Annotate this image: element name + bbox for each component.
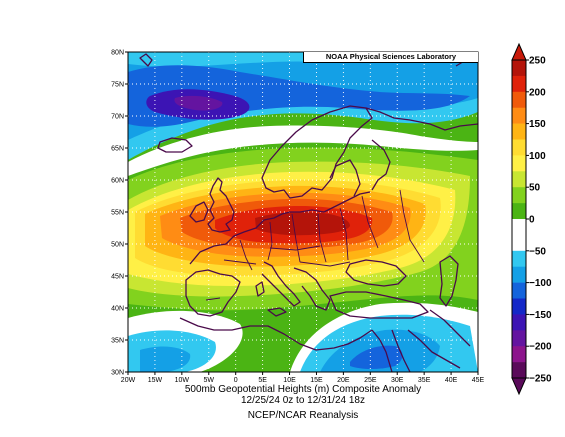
- colorbar-swatch: [512, 298, 526, 315]
- colorbar-swatch: [512, 266, 526, 283]
- colorbar: 250 200 150 100 50 0 −50 −100 −150 −200 −250: [511, 42, 552, 396]
- colorbar-label: −100: [529, 278, 552, 289]
- lon-tick-label: 10W: [175, 377, 190, 384]
- colorbar-swatch: [512, 75, 526, 93]
- colorbar-swatch: [512, 187, 526, 204]
- lon-tick-label: 35E: [418, 377, 431, 384]
- colorbar-swatch: [512, 346, 526, 363]
- colorbar-swatch: [512, 155, 526, 172]
- colorbar-swatch: [512, 107, 526, 124]
- credit-label: NOAA Physical Sciences Laboratory: [303, 52, 478, 63]
- colorbar-swatch: [512, 282, 526, 299]
- colorbar-swatch: [512, 91, 526, 108]
- lat-tick-label: 45N: [111, 274, 124, 281]
- colorbar-label: 100: [529, 151, 546, 162]
- lat-tick-label: 60N: [111, 178, 124, 185]
- colorbar-label: 250: [529, 56, 546, 67]
- colorbar-label: −250: [529, 374, 552, 385]
- lon-tick-label: 40E: [445, 377, 458, 384]
- colorbar-swatch: [512, 219, 526, 236]
- lon-tick-label: 5E: [258, 377, 267, 384]
- lon-tick-label: 30E: [391, 377, 404, 384]
- colorbar-label: −200: [529, 342, 552, 353]
- colorbar-label: −50: [529, 246, 546, 257]
- colorbar-swatch: [512, 250, 526, 267]
- caption-line-2: 12/25/24 0z to 12/31/24 18z: [241, 395, 365, 406]
- colorbar-label: 0: [529, 215, 535, 226]
- colorbar-swatch: [512, 171, 526, 188]
- colorbar-swatch: [512, 139, 526, 156]
- colorbar-label: −150: [529, 310, 552, 321]
- colorbar-label: 50: [529, 183, 541, 194]
- lon-tick-label: 15W: [148, 377, 163, 384]
- colorbar-swatch: [512, 234, 526, 252]
- lat-tick-label: 50N: [111, 242, 124, 249]
- lon-tick-label: 5W: [204, 377, 215, 384]
- lat-tick-label: 70N: [111, 114, 124, 121]
- lon-tick-label: 0: [234, 377, 238, 384]
- colorbar-max-arrow: [511, 42, 527, 61]
- lat-tick-label: 80N: [111, 50, 124, 57]
- anomaly-field: [128, 52, 478, 372]
- caption-line-3: NCEP/NCAR Reanalysis: [247, 410, 359, 421]
- colorbar-swatch: [512, 362, 526, 379]
- colorbar-swatch: [512, 123, 526, 140]
- lon-tick-label: 20W: [121, 377, 136, 384]
- colorbar-swatch: [512, 60, 526, 77]
- colorbar-swatch: [512, 203, 526, 220]
- colorbar-label: 200: [529, 87, 546, 98]
- lon-tick-label: 45E: [472, 377, 485, 384]
- lat-tick-label: 55N: [111, 210, 124, 217]
- lon-tick-label: 20E: [337, 377, 350, 384]
- colorbar-swatch: [512, 330, 526, 347]
- lat-tick-label: 65N: [111, 146, 124, 153]
- lon-tick-label: 25E: [364, 377, 377, 384]
- lon-tick-label: 15E: [310, 377, 323, 384]
- colorbar-min-arrow: [511, 377, 527, 396]
- coastlines: [139, 53, 478, 372]
- lat-tick-label: 40N: [111, 306, 124, 313]
- lat-tick-label: 35N: [111, 338, 124, 345]
- colorbar-label: 150: [529, 119, 546, 130]
- lat-tick-label: 75N: [111, 82, 124, 89]
- caption-line-1: 500mb Geopotential Heights (m) Composite…: [184, 384, 422, 395]
- colorbar-swatch: [512, 314, 526, 331]
- lat-tick-label: 30N: [111, 370, 124, 377]
- lon-tick-label: 10E: [283, 377, 296, 384]
